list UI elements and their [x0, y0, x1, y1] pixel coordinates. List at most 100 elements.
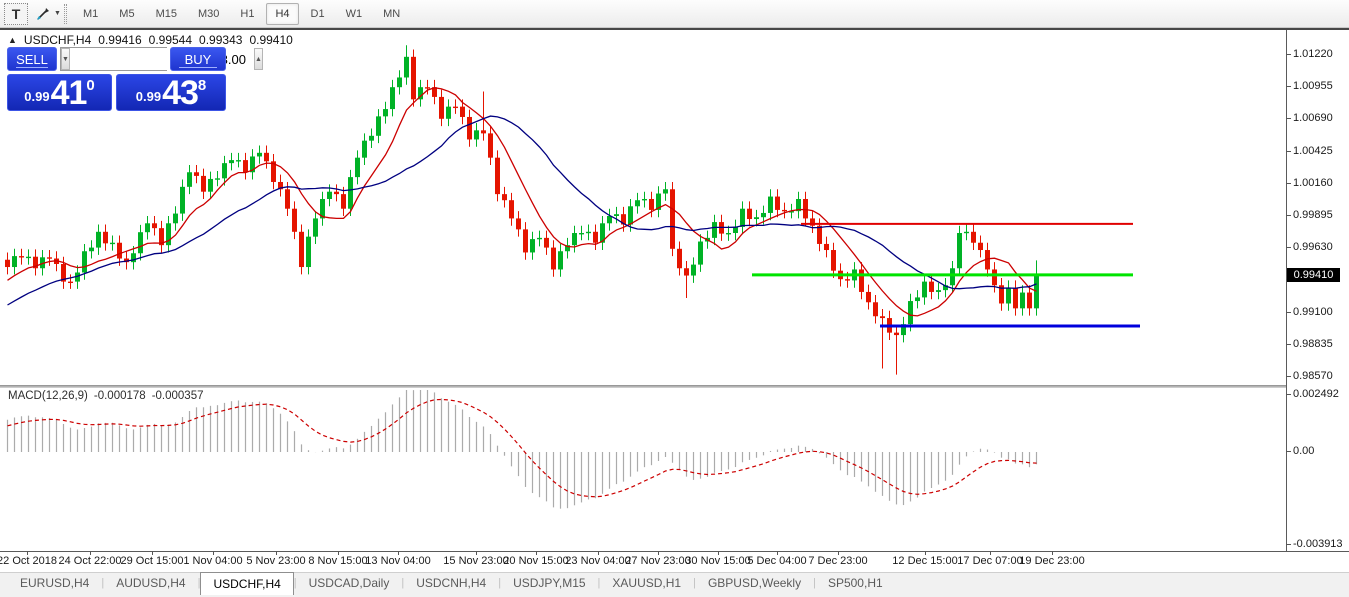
bar-open-value: 0.99416: [98, 33, 142, 47]
timeframe-button-MN[interactable]: MN: [383, 8, 401, 20]
macd-label: MACD(12,26,9) -0.000178 -0.000357: [8, 390, 203, 402]
volume-control: ▼ ▲: [60, 47, 263, 71]
date-axis-label: 23 Nov 04:00: [565, 555, 631, 567]
buy-price-sup: 8: [197, 77, 207, 94]
tab-XAUUSD-H1[interactable]: XAUUSD,H1: [612, 576, 682, 590]
tab-GBPUSD-Weekly[interactable]: GBPUSD,Weekly: [707, 576, 802, 590]
buy-price-big: 43: [162, 74, 199, 112]
sell-button[interactable]: SELL: [7, 47, 57, 71]
date-axis-tickmark: [990, 551, 991, 555]
volume-increase-button[interactable]: ▲: [253, 48, 263, 70]
pane-divider[interactable]: [0, 385, 1286, 388]
timeframe-button-M5[interactable]: M5: [119, 8, 135, 20]
buy-price-prefix: 0.99: [135, 89, 162, 104]
candlestick-chart: [5, 45, 1140, 375]
date-axis-tickmark: [925, 551, 926, 555]
ma-fast-line: [7, 87, 1037, 317]
date-axis-tickmark: [276, 551, 277, 555]
bar-close-value: 0.99410: [249, 33, 293, 47]
sell-price-display[interactable]: 0.99 41 0: [7, 74, 112, 111]
date-axis-label: 7 Dec 23:00: [808, 555, 868, 567]
tab-AUDUSD-H4[interactable]: AUDUSD,H4: [116, 576, 186, 590]
price-axis-tick: 0.98570: [1286, 370, 1333, 382]
diagonal-arrows-icon: [37, 8, 49, 20]
chart-header: ▲ USDCHF,H4 0.99416 0.99544 0.99343 0.99…: [8, 33, 293, 47]
one-click-collapse-icon[interactable]: ▲: [8, 35, 17, 45]
date-axis-label: 22 Oct 2018: [0, 555, 57, 567]
timeframe-button-D1[interactable]: D1: [310, 8, 325, 20]
volume-decrease-button[interactable]: ▼: [61, 48, 70, 70]
buy-button[interactable]: BUY: [170, 47, 226, 71]
sell-price-sup: 0: [86, 77, 95, 94]
tab-divider: |: [401, 577, 405, 589]
tab-SP500-H1[interactable]: SP500,H1: [827, 576, 883, 590]
date-axis-tickmark: [536, 551, 537, 555]
tab-divider: |: [197, 577, 201, 589]
date-axis-tickmark: [777, 551, 778, 555]
top-toolbar: T ▼ M1 M5 M15 M30 H1 H4 D1 W1 MN: [0, 0, 1349, 28]
timeframe-button-W1[interactable]: W1: [345, 8, 363, 20]
tab-USDCNH-H4[interactable]: USDCNH,H4: [416, 576, 487, 590]
price-axis-tick: 1.00425: [1286, 144, 1333, 157]
date-axis-label: 17 Dec 07:00: [957, 555, 1023, 567]
date-axis-tickmark: [90, 551, 91, 555]
buy-button-label: BUY: [184, 51, 212, 67]
macd-signal-value: -0.000357: [151, 390, 204, 402]
volume-input[interactable]: [69, 48, 254, 70]
tab-EURUSD-H4[interactable]: EURUSD,H4: [20, 576, 90, 590]
date-axis-label: 20 Nov 15:00: [503, 555, 569, 567]
date-axis-label: 5 Nov 23:00: [246, 555, 306, 567]
date-axis-tickmark: [1052, 551, 1053, 555]
sell-button-label: SELL: [16, 51, 48, 67]
buy-underline: [179, 67, 217, 68]
ma-slow-line: [7, 115, 1037, 306]
price-axis-tick: 1.01220: [1286, 48, 1333, 60]
date-axis[interactable]: 22 Oct 2018 24 Oct 22:00 29 Oct 15:00 1 Nov…: [0, 551, 1349, 571]
timeframe-button-M1[interactable]: M1: [83, 8, 99, 20]
buy-price-display[interactable]: 0.99 43 8: [116, 74, 226, 111]
price-axis-tick: 1.00160: [1286, 176, 1333, 189]
tab-USDCAD-Daily[interactable]: USDCAD,Daily: [308, 576, 390, 590]
date-axis-tickmark: [213, 551, 214, 555]
price-axis-tick: 0.98835: [1286, 337, 1333, 350]
tab-divider: |: [293, 577, 297, 589]
date-axis-tickmark: [658, 551, 659, 555]
date-axis-tickmark: [476, 551, 477, 555]
sell-underline: [16, 67, 48, 68]
price-axis-tick: 0.99100: [1286, 305, 1333, 318]
trade-levels-icon[interactable]: [33, 3, 53, 25]
one-click-trading-panel: SELL ▼ ▲ BUY 0.99 41 0 0.99 43 8: [7, 47, 263, 111]
macd-main-value: -0.000178: [93, 390, 146, 402]
macd-axis-tick: -0.003913: [1286, 538, 1343, 550]
current-price-label: 0.99410: [1287, 268, 1340, 282]
timeframe-button-H4[interactable]: H4: [266, 3, 299, 25]
timeframe-button-M15[interactable]: M15: [155, 8, 177, 20]
macd-name: MACD(12,26,9): [8, 390, 88, 402]
date-axis-tickmark: [338, 551, 339, 555]
window-top-border: [0, 28, 1349, 30]
bar-low-value: 0.99343: [199, 33, 243, 47]
dropdown-caret-icon[interactable]: ▼: [54, 10, 61, 17]
timeframe-button-H1[interactable]: H1: [240, 8, 255, 20]
date-axis-tickmark: [718, 551, 719, 555]
tab-USDJPY-M15[interactable]: USDJPY,M15: [513, 576, 586, 590]
price-axis-tick: 1.00690: [1286, 112, 1333, 125]
tab-USDCHF-H4[interactable]: USDCHF,H4: [200, 572, 294, 595]
text-tool-button[interactable]: T: [4, 3, 28, 25]
tab-divider: |: [813, 577, 816, 589]
date-axis-label: 24 Oct 22:00: [58, 555, 122, 567]
date-axis-label: 13 Nov 04:00: [365, 555, 431, 567]
timeframe-button-M30[interactable]: M30: [197, 8, 220, 20]
macd-axis-tick: 0.00: [1285, 445, 1315, 457]
price-scale-border: [1286, 30, 1287, 551]
date-axis-tickmark: [27, 551, 28, 555]
bar-high-value: 0.99544: [148, 33, 193, 47]
price-axis-tick: 0.99630: [1286, 241, 1333, 254]
tab-divider: |: [498, 577, 502, 589]
symbol-timeframe-label: USDCHF,H4: [23, 33, 92, 47]
tab-divider: |: [597, 577, 601, 589]
date-axis-tickmark: [838, 551, 839, 555]
chart-tab-bar: EURUSD,H4 | AUDUSD,H4 | USDCHF,H4 | USDCAD,Dai…: [0, 572, 1349, 597]
tab-divider: |: [693, 577, 696, 589]
macd-indicator-canvas[interactable]: [0, 388, 1286, 551]
